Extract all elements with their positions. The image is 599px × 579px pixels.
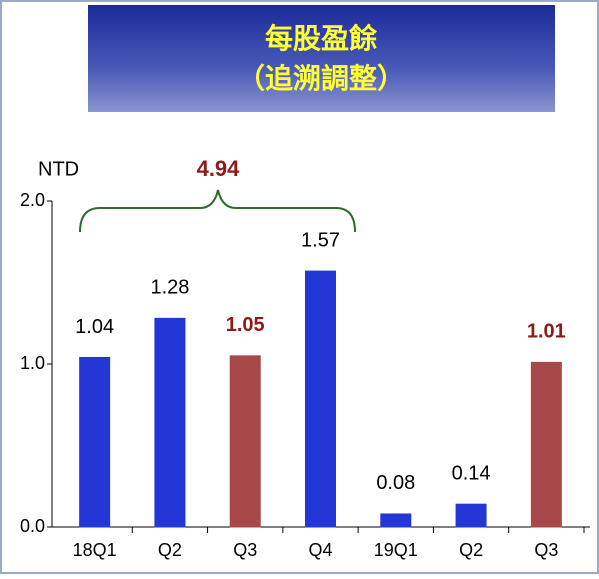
y-tick-label: 0.0 bbox=[20, 516, 45, 536]
bar bbox=[154, 317, 186, 528]
value-label: 1.57 bbox=[301, 229, 340, 251]
bar bbox=[79, 356, 111, 528]
bar bbox=[229, 355, 261, 528]
y-tick-label: 1.0 bbox=[20, 353, 45, 373]
bar bbox=[455, 503, 487, 528]
value-label: 1.04 bbox=[75, 316, 114, 338]
chart-subtitle: （追溯調整） bbox=[237, 62, 405, 95]
bar bbox=[305, 270, 336, 528]
x-tick-label: Q2 bbox=[459, 540, 483, 560]
value-label: 0.14 bbox=[452, 462, 491, 484]
bracket bbox=[79, 189, 356, 233]
y-tick-label: 2.0 bbox=[20, 190, 45, 210]
x-tick-label: Q3 bbox=[534, 540, 558, 560]
title-banner bbox=[88, 5, 555, 112]
x-tick-label: 19Q1 bbox=[374, 540, 418, 560]
y-axis-label: NTD bbox=[38, 158, 79, 180]
value-label: 1.05 bbox=[226, 314, 265, 336]
value-label: 1.28 bbox=[150, 277, 189, 299]
x-tick-label: Q3 bbox=[233, 540, 257, 560]
x-tick-label: Q4 bbox=[308, 540, 332, 560]
x-tick-label: Q2 bbox=[158, 540, 182, 560]
value-label: 0.08 bbox=[376, 472, 415, 494]
value-label: 1.01 bbox=[527, 321, 566, 343]
annotation: 4.94 bbox=[197, 156, 241, 181]
chart-title: 每股盈餘 bbox=[265, 22, 378, 55]
bar bbox=[530, 361, 562, 528]
bar bbox=[380, 513, 412, 528]
x-tick-label: 18Q1 bbox=[73, 540, 117, 560]
